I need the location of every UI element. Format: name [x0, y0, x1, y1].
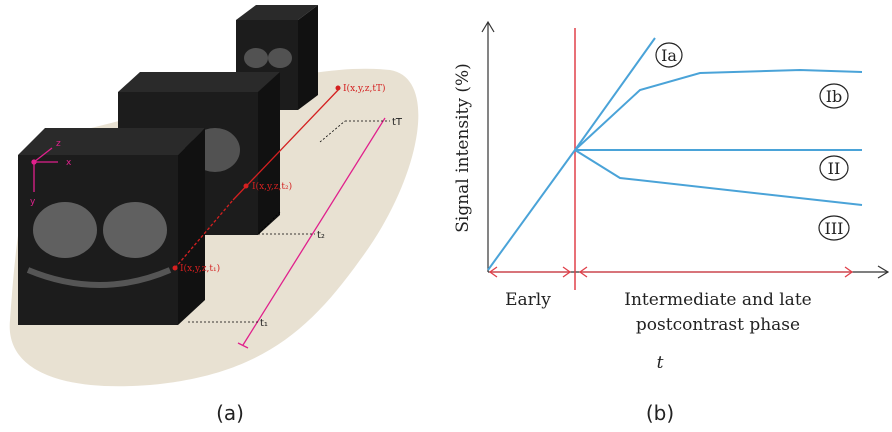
voxel [336, 86, 341, 91]
phase-arrows [490, 267, 852, 277]
curve-early [488, 150, 575, 270]
time-label: t₁ [260, 318, 268, 329]
curve-label: Ib [826, 87, 843, 106]
curve-label-circles [656, 43, 849, 240]
y-label: Signal intensity (%) [453, 63, 473, 233]
curve-ib [575, 70, 862, 150]
voxel-label: I(x,y,z,tT) [343, 83, 386, 94]
voxel [244, 184, 249, 189]
phase-label: Early [505, 290, 551, 310]
curves [488, 38, 862, 270]
caption: (a) [216, 401, 244, 425]
figure: x y z I(x,y,z,t₁) I(x,y,z,t₂) I(x,y,z,tT… [0, 0, 892, 432]
time-label: t₂ [317, 230, 325, 241]
x-label: t [657, 353, 664, 373]
phase-label: postcontrast phase [636, 315, 800, 335]
phase-label: Intermediate and late [624, 290, 811, 310]
curve-ia [575, 38, 655, 150]
panel-b: Ia Ib II III Signal intensity (%) Early … [453, 22, 888, 425]
voxel-label: I(x,y,z,t₂) [252, 181, 292, 192]
caption: (b) [646, 401, 674, 425]
curve-iii [575, 150, 862, 205]
axis-x: x [66, 158, 72, 168]
time-label: tT [392, 117, 403, 128]
panel-a: x y z I(x,y,z,t₁) I(x,y,z,t₂) I(x,y,z,tT… [10, 5, 419, 425]
curve-label: Ia [661, 46, 677, 65]
voxel-label: I(x,y,z,t₁) [180, 263, 220, 274]
voxel [173, 266, 178, 271]
cube-front [18, 128, 205, 325]
axis-y: y [30, 197, 36, 207]
curve-label: II [828, 159, 841, 178]
axis-z: z [56, 139, 61, 149]
curve-label: III [825, 219, 844, 238]
